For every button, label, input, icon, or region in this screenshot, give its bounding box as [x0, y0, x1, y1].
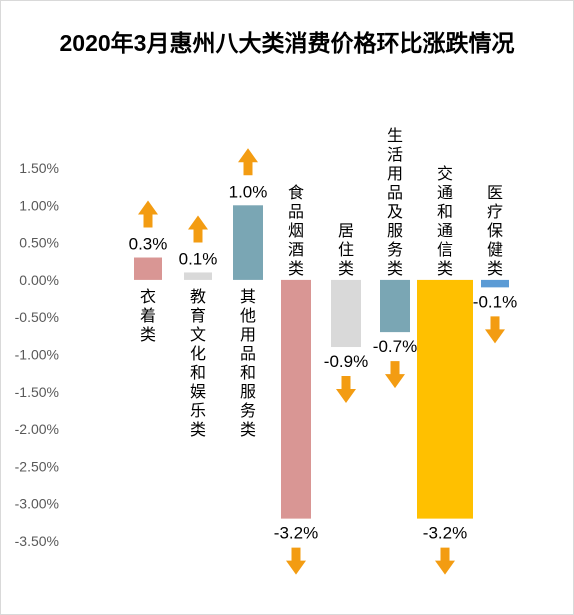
bar-group: 食品烟酒类 -3.2% — [274, 183, 318, 575]
category-label: 医疗保健类 — [487, 183, 503, 278]
data-label: -3.2% — [423, 524, 467, 543]
data-label: 0.3% — [129, 235, 168, 254]
y-tick-label: 0.00% — [19, 272, 59, 288]
y-tick-label: 0.50% — [19, 235, 59, 251]
bar — [233, 205, 263, 280]
category-label: 教育文化和娱乐类 — [190, 287, 206, 439]
y-axis: 1.50% 1.00% 0.50% 0.00% -0.50% -1.00% -1.50% -2… — [15, 160, 59, 549]
y-tick-label: -0.50% — [15, 309, 59, 325]
data-label: 0.1% — [179, 249, 218, 268]
arrow-up-icon — [188, 215, 208, 243]
bar — [184, 272, 212, 280]
chart-title: 2020年3月惠州八大类消费价格环比涨跌情况 — [60, 30, 515, 56]
category-label: 交通和通信类 — [437, 164, 453, 278]
bar — [380, 279, 410, 333]
arrow-down-icon — [385, 361, 405, 389]
arrow-up-icon — [238, 148, 258, 176]
y-tick-label: -2.50% — [15, 458, 59, 474]
bar-group: 医疗保健类 -0.1% — [473, 183, 517, 344]
bar-group: 居住类 -0.9% — [324, 221, 368, 404]
y-tick-label: -1.00% — [15, 347, 59, 363]
bar — [417, 279, 473, 519]
bar-group: 0.3% 衣着类 — [129, 200, 168, 344]
data-label: -0.9% — [324, 352, 368, 371]
bar-group: 0.1% 教育文化和娱乐类 — [179, 215, 218, 439]
data-label: 1.0% — [229, 182, 268, 201]
bar — [281, 279, 311, 519]
category-label: 衣着类 — [140, 287, 156, 344]
arrow-down-icon — [435, 547, 455, 575]
y-tick-label: -3.50% — [15, 533, 59, 549]
y-tick-label: -3.00% — [15, 496, 59, 512]
bar-group: 交通和通信类 -3.2% — [417, 164, 473, 575]
bars: 0.3% 衣着类 0.1% 教育文化和娱乐类 1.0% 其他用品和服务类 食品烟酒类 -3.2… — [129, 126, 517, 575]
bar-group: 生活用品及服务类 -0.7% — [373, 126, 417, 389]
bar — [134, 257, 162, 280]
arrow-down-icon — [286, 547, 306, 575]
data-label: -0.1% — [473, 292, 517, 311]
y-tick-label: -1.50% — [15, 384, 59, 400]
bar — [331, 279, 361, 348]
arrow-down-icon — [336, 376, 356, 404]
category-label: 其他用品和服务类 — [240, 287, 256, 439]
y-tick-label: 1.00% — [19, 197, 59, 213]
arrow-up-icon — [138, 200, 158, 228]
data-label: -0.7% — [373, 337, 417, 356]
bar-group: 1.0% 其他用品和服务类 — [229, 148, 268, 439]
arrow-down-icon — [485, 316, 505, 344]
y-tick-label: -2.00% — [15, 421, 59, 437]
category-label: 食品烟酒类 — [288, 183, 304, 278]
data-label: -3.2% — [274, 524, 318, 543]
category-label: 生活用品及服务类 — [387, 126, 403, 278]
y-tick-label: 1.50% — [19, 160, 59, 176]
bar — [481, 279, 509, 288]
category-label: 居住类 — [338, 221, 354, 278]
